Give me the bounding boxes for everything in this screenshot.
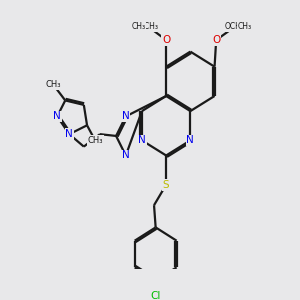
Text: CH₃: CH₃ <box>131 22 146 31</box>
Text: N: N <box>122 111 130 122</box>
Text: S: S <box>163 180 169 190</box>
Text: CH₃: CH₃ <box>87 136 103 145</box>
Text: N: N <box>65 129 73 139</box>
Text: OCH₃: OCH₃ <box>138 22 158 31</box>
Text: N: N <box>138 135 146 146</box>
Text: Cl: Cl <box>151 291 161 300</box>
Text: CH₃: CH₃ <box>45 80 61 89</box>
Text: O: O <box>162 35 170 45</box>
Text: O: O <box>212 35 220 45</box>
Text: N: N <box>53 111 61 122</box>
Text: N: N <box>187 135 194 146</box>
Text: CH₃: CH₃ <box>238 22 252 31</box>
Text: N: N <box>122 151 130 160</box>
Text: OCH₃: OCH₃ <box>225 22 245 31</box>
